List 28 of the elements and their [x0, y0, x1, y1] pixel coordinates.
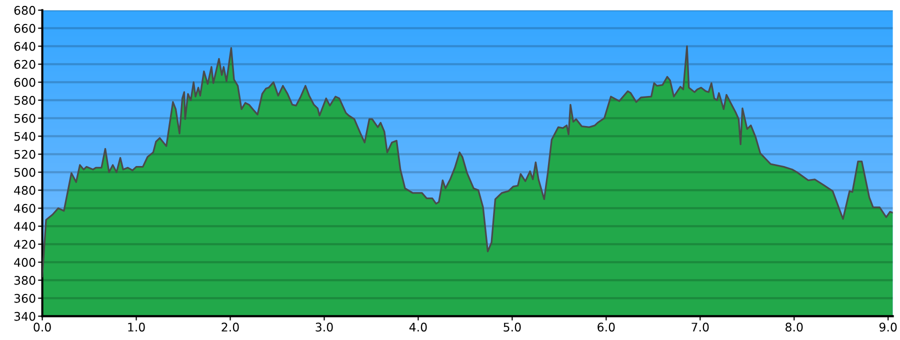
- y-tick-label: 560: [14, 114, 36, 123]
- x-tick-label: 2.0: [222, 322, 239, 332]
- y-tick-label: 600: [14, 78, 36, 87]
- y-tick-label: 640: [14, 42, 36, 51]
- x-tick-label: 8.0: [786, 322, 803, 332]
- y-tick-label: 680: [14, 6, 36, 15]
- y-tick-label: 380: [14, 276, 36, 285]
- y-tick-label: 500: [14, 168, 36, 177]
- x-tick-label: 6.0: [598, 322, 615, 332]
- y-tick-label: 620: [14, 60, 36, 69]
- x-tick-label: 4.0: [409, 322, 427, 332]
- y-tick-label: 460: [14, 204, 36, 213]
- y-tick-label: 400: [14, 258, 36, 267]
- x-tick-label: 0.0: [34, 322, 51, 332]
- x-tick-label: 5.0: [504, 322, 521, 332]
- y-tick-label: 340: [14, 312, 36, 321]
- y-tick-label: 440: [14, 222, 36, 231]
- x-tick-label: 7.0: [692, 322, 709, 332]
- x-tick-label: 9.0: [879, 322, 897, 332]
- y-tick-label: 420: [14, 240, 36, 249]
- y-tick-label: 480: [14, 186, 36, 195]
- y-tick-label: 540: [14, 132, 36, 141]
- y-tick-label: 520: [14, 150, 36, 159]
- x-tick-label: 3.0: [316, 322, 333, 332]
- y-tick-label: 660: [14, 24, 36, 33]
- y-tick-label: 580: [14, 96, 36, 105]
- y-tick-label: 360: [14, 294, 36, 303]
- x-tick-label: 1.0: [128, 322, 145, 332]
